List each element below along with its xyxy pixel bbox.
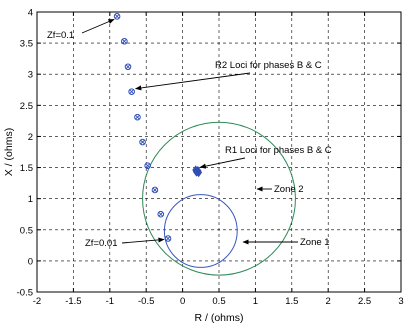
x-tick-label: -2 — [33, 296, 41, 307]
x-tick-label: 1.5 — [285, 296, 298, 307]
zone-2-circle — [142, 121, 296, 276]
point-circle — [151, 186, 159, 194]
y-tick-label: 1 — [28, 194, 33, 205]
annotation-arrow — [81, 18, 115, 34]
y-tick-label: -0.5 — [17, 288, 33, 299]
y-tick-label: 0.5 — [20, 225, 33, 236]
r2-locus-point — [113, 13, 121, 20]
annotation-text: R1 Loci for phases B & C — [225, 145, 332, 156]
r2-locus-point — [144, 162, 151, 169]
point-cross — [152, 187, 158, 193]
annotation: Zf=0.01 — [85, 237, 165, 249]
annotation: R2 Loci for phases B & C — [135, 60, 322, 91]
r2-locus-point — [121, 37, 128, 45]
x-tick-label: -1 — [106, 296, 114, 307]
point-cross — [129, 89, 134, 94]
point-cross — [140, 139, 145, 145]
y-tick-label: 2 — [28, 132, 33, 143]
y-tick-label: 3.5 — [20, 39, 33, 50]
annotation-text: Zone 2 — [274, 184, 304, 195]
point-circle — [144, 162, 151, 169]
point-circle — [124, 63, 132, 71]
point-cross — [158, 212, 163, 217]
x-tick-label: -0.5 — [138, 296, 154, 307]
loci-points — [113, 13, 203, 242]
y-axis-label: X / (ohms) — [3, 128, 15, 176]
axis-ticks: -2 -1.5 -1 -0.5 0 0.5 1 1.5 2 2.5 3 -0.5 0 0.5 1 1.5 2 2.… — [17, 8, 404, 308]
x-tick-label: 0 — [180, 296, 185, 307]
point-cross — [122, 39, 127, 44]
point-circle — [139, 138, 146, 146]
r2-locus-point — [151, 186, 159, 194]
zone-circles — [142, 121, 296, 276]
x-tick-label: -1.5 — [65, 296, 81, 307]
point-cross — [135, 115, 140, 120]
y-tick-label: 3 — [28, 70, 33, 81]
point-circle — [121, 37, 128, 45]
x-tick-label: 0.5 — [212, 296, 225, 307]
r2-locus-point — [124, 63, 132, 71]
annotation: R1 Loci for phases B & C — [199, 145, 332, 169]
annotation-arrow — [199, 157, 246, 169]
annotation-text: Zone 1 — [300, 237, 330, 248]
point-circle — [134, 113, 141, 121]
x-axis-label: R / (ohms) — [194, 312, 243, 324]
annotation-arrow — [121, 237, 165, 244]
point-cross — [114, 14, 120, 19]
point-circle — [128, 88, 135, 95]
x-tick-label: 3 — [398, 296, 403, 307]
y-tick-label: 1.5 — [20, 163, 33, 174]
y-tick-label: 2.5 — [20, 101, 33, 112]
r2-locus-point — [139, 138, 146, 146]
r1-locus-point — [192, 167, 200, 177]
r2-locus-point — [157, 210, 165, 218]
zone-1-circle — [163, 194, 238, 268]
y-tick-label: 4 — [28, 8, 33, 19]
x-tick-label: 2 — [326, 296, 331, 307]
annotation-arrow — [135, 72, 251, 91]
annotation-text: Zf=0.1 — [47, 30, 74, 41]
x-tick-label: 1 — [253, 296, 258, 307]
r2-locus-point — [128, 88, 135, 95]
r2-locus-point — [134, 113, 141, 121]
annotation: Zf=0.1 — [47, 18, 115, 41]
gridlines — [37, 12, 401, 292]
annotation: Zone 2 — [256, 184, 304, 195]
point-circle — [157, 210, 165, 218]
annotation-text: R2 Loci for phases B & C — [215, 60, 322, 71]
annotation-text: Zf=0.01 — [85, 238, 117, 249]
x-tick-label: 2.5 — [358, 296, 371, 307]
r2-locus-point — [164, 235, 172, 242]
y-tick-label: 0 — [28, 256, 33, 267]
point-circle — [164, 235, 172, 242]
annotations: Zf=0.1 R2 Loci for phases B & C R1 Loci fo… — [47, 18, 332, 249]
point-circle — [113, 13, 121, 20]
point-cross — [125, 64, 131, 69]
point-cross — [165, 236, 171, 241]
annotation: Zone 1 — [242, 237, 330, 248]
point-cross — [145, 163, 150, 168]
